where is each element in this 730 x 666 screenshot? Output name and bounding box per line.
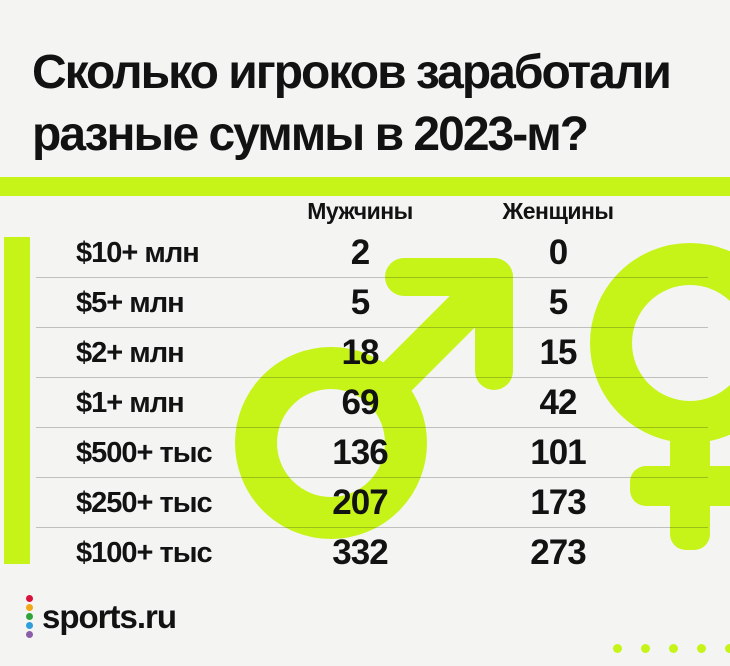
table-row: $500+ тыс 136 101 [36,428,708,478]
decor-dot [725,644,730,653]
sportsru-logo: sports.ru [26,595,177,638]
men-value: 18 [341,333,380,372]
sportsru-logo-dots-icon [26,595,33,638]
women-value: 0 [548,233,568,272]
logo-dot-yellow [26,604,33,611]
accent-divider-bar [0,177,730,196]
row-label: $500+ тыс [76,437,213,469]
table-row: $2+ млн 18 15 [36,328,708,378]
logo-dot-blue [26,622,33,629]
women-value: 173 [530,483,586,522]
women-value: 42 [539,383,578,422]
column-header-women: Женщины [502,198,614,224]
decor-dot [641,644,650,653]
row-label: $2+ млн [76,337,185,369]
women-value: 273 [530,533,586,572]
sportsru-logo-text: sports.ru [42,597,177,635]
men-value: 2 [350,233,370,272]
decor-dot [697,644,706,653]
table-row: $1+ млн 69 42 [36,378,708,428]
men-value: 207 [332,483,388,522]
row-label: $10+ млн [76,237,200,269]
women-value: 101 [530,433,586,472]
men-value: 5 [350,283,370,322]
logo-dot-red [26,595,33,602]
table-row: $250+ тыс 207 173 [36,478,708,528]
mars-symbol-icon [235,258,513,539]
women-value: 5 [548,283,568,322]
page-title-line1: Сколько игроков заработали [32,46,672,99]
men-value: 332 [332,533,388,572]
table-row: $100+ тыс 332 273 [36,528,708,578]
page-title-line2: разные суммы в 2023-м? [32,108,589,161]
row-label: $100+ тыс [76,537,213,569]
women-value: 15 [539,333,578,372]
row-label: $1+ млн [76,387,185,419]
table-row: $5+ млн 5 5 [36,278,708,328]
logo-dot-green [26,613,33,620]
decor-dot [613,644,622,653]
corner-decor-dots [613,644,730,653]
men-value: 69 [341,383,380,422]
venus-symbol-icon [590,243,730,550]
row-label: $5+ млн [76,287,185,319]
page-title: Сколько игроков заработали разные суммы … [32,42,672,166]
logo-dot-purple [26,631,33,638]
row-label: $250+ тыс [76,487,213,519]
earnings-table: $10+ млн 2 0 $5+ млн 5 5 $2+ млн 18 15 $… [36,228,708,578]
decor-dot [669,644,678,653]
table-row: $10+ млн 2 0 [36,228,708,278]
column-header-men: Мужчины [307,198,413,224]
accent-edge-bar [4,237,30,564]
men-value: 136 [332,433,388,472]
